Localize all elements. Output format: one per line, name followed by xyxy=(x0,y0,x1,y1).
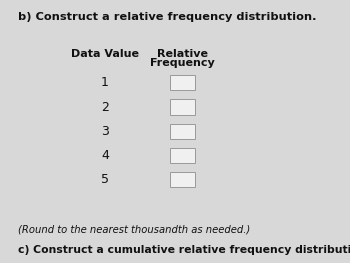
Text: Relative: Relative xyxy=(156,49,208,59)
Text: Data Value: Data Value xyxy=(71,49,139,59)
Text: 5: 5 xyxy=(101,173,109,186)
FancyBboxPatch shape xyxy=(170,99,195,115)
FancyBboxPatch shape xyxy=(170,124,195,139)
FancyBboxPatch shape xyxy=(170,172,195,187)
Text: 1: 1 xyxy=(101,76,109,89)
FancyBboxPatch shape xyxy=(170,148,195,163)
Text: b) Construct a relative frequency distribution.: b) Construct a relative frequency distri… xyxy=(18,12,316,22)
Text: 3: 3 xyxy=(101,125,109,138)
Text: 2: 2 xyxy=(101,100,109,114)
Text: Frequency: Frequency xyxy=(150,58,214,68)
Text: 4: 4 xyxy=(101,149,109,162)
FancyBboxPatch shape xyxy=(170,75,195,90)
Text: (Round to the nearest thousandth as needed.): (Round to the nearest thousandth as need… xyxy=(18,224,250,234)
Text: c) Construct a cumulative relative frequency distribution.: c) Construct a cumulative relative frequ… xyxy=(18,245,350,255)
